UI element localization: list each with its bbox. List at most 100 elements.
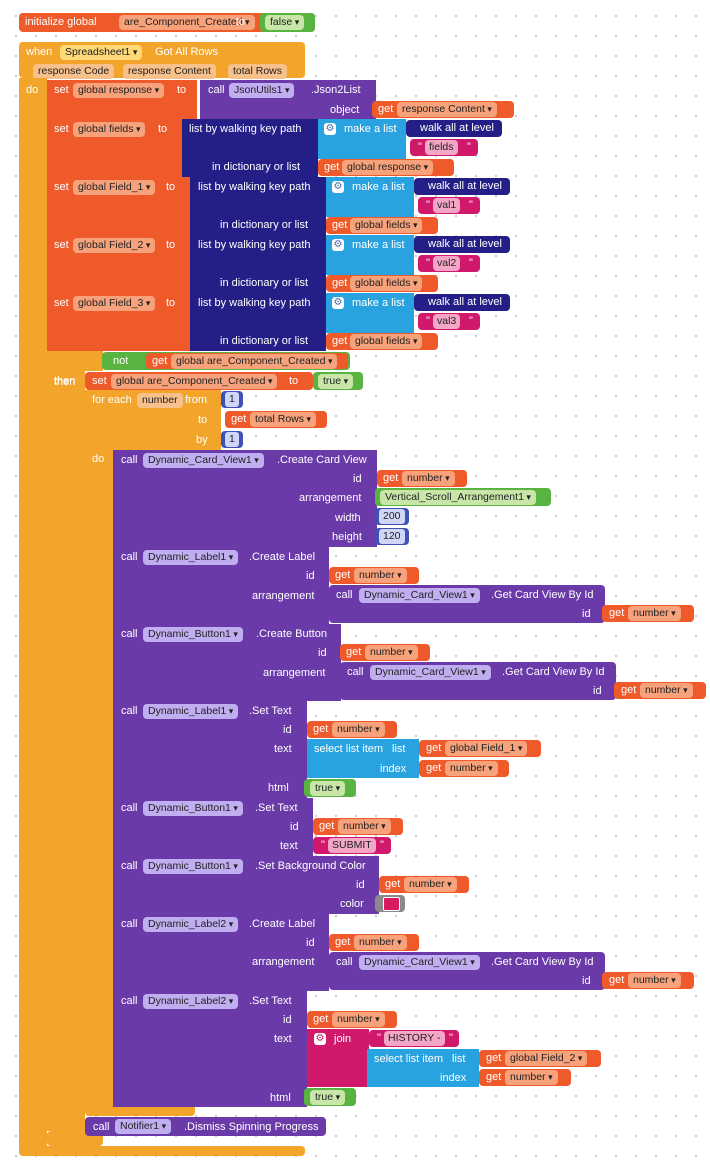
get-card-view-by-id-block[interactable]: call Dynamic_Card_View1 .Get Card View B… xyxy=(329,585,605,623)
label2-component-dropdown[interactable]: Dynamic_Label2 xyxy=(143,994,239,1009)
walk-all-block[interactable]: walk all at level xyxy=(406,120,502,137)
get-number-dropdown[interactable]: number xyxy=(628,606,681,621)
select-list-item-block[interactable]: select list item list index xyxy=(307,739,419,778)
set-field1-block[interactable]: set global Field_1 to xyxy=(47,177,191,235)
get-card-view-by-id-block[interactable]: call Dynamic_Card_View1 .Get Card View B… xyxy=(340,662,616,700)
make-list-field1-block[interactable]: ⚙ make a list xyxy=(326,177,414,217)
get-number-block[interactable]: get number xyxy=(419,760,509,777)
get-total-rows-block[interactable]: get total Rows xyxy=(225,411,327,428)
get-number-dropdown[interactable]: number xyxy=(365,645,418,660)
string-val3-value[interactable]: val3 xyxy=(433,314,461,329)
set-are-component-created-block[interactable]: set global are_Component_Created to xyxy=(85,372,313,390)
create-button1-block[interactable]: call Dynamic_Button1 .Create Button id a… xyxy=(113,624,341,701)
set-are-component-created-dropdown[interactable]: global are_Component_Created xyxy=(111,374,278,389)
get-number-dropdown[interactable]: number xyxy=(338,819,391,834)
get-global-fields-dropdown[interactable]: global fields xyxy=(350,218,423,233)
card-view-component-dropdown[interactable]: Dynamic_Card_View1 xyxy=(370,665,491,680)
get-number-block[interactable]: get number xyxy=(307,1011,397,1028)
for-each-header[interactable]: for each number from to by xyxy=(85,390,221,450)
param-response-code[interactable]: response Code xyxy=(33,64,115,79)
button1-set-bg-block[interactable]: call Dynamic_Button1 .Set Background Col… xyxy=(113,856,379,914)
label2-set-text-block[interactable]: call Dynamic_Label2 .Set Text id text ht… xyxy=(113,991,307,1107)
true-dropdown[interactable]: true xyxy=(318,374,354,389)
get-number-dropdown[interactable]: number xyxy=(354,935,407,950)
true-dropdown[interactable]: true xyxy=(310,781,346,796)
string-submit-block[interactable]: " SUBMIT " xyxy=(313,837,391,854)
get-number-dropdown[interactable]: number xyxy=(402,471,455,486)
walk-key-path-field1-block[interactable]: list by walking key path in dictionary o… xyxy=(190,177,326,235)
jsonutils-component-dropdown[interactable]: JsonUtils1 xyxy=(229,83,295,98)
string-val1-block[interactable]: " val1 " xyxy=(418,197,480,214)
spreadsheet-component-dropdown[interactable]: Spreadsheet1 xyxy=(60,45,143,60)
string-submit-value[interactable]: SUBMIT xyxy=(328,838,376,853)
initialize-global-block[interactable]: initialize global are_Component_Created … xyxy=(19,13,315,32)
walk-key-path-field2-block[interactable]: list by walking key path in dictionary o… xyxy=(190,235,326,293)
arrangement-component-block[interactable]: Vertical_Scroll_Arrangement1 xyxy=(375,488,551,506)
string-fields-block[interactable]: " fields " xyxy=(410,139,478,156)
make-list-fields-block[interactable]: ⚙ make a list xyxy=(318,119,406,159)
walk-all-block[interactable]: walk all at level xyxy=(414,294,510,311)
create-card-view-block[interactable]: call Dynamic_Card_View1 .Create Card Vie… xyxy=(113,450,377,547)
get-number-dropdown[interactable]: number xyxy=(640,683,693,698)
label2-component-dropdown[interactable]: Dynamic_Label2 xyxy=(143,917,239,932)
get-global-field2-block[interactable]: get global Field_2 xyxy=(479,1050,601,1067)
get-response-content-block[interactable]: get response Content xyxy=(372,101,514,118)
mutator-gear-icon[interactable]: ⚙ xyxy=(314,1033,326,1045)
mutator-gear-icon[interactable]: ⚙ xyxy=(332,239,344,251)
arrangement-dropdown[interactable]: Vertical_Scroll_Arrangement1 xyxy=(380,490,536,505)
join-block[interactable]: ⚙ join xyxy=(307,1029,369,1087)
notifier-component-dropdown[interactable]: Notifier1 xyxy=(115,1119,172,1134)
get-global-response-dropdown[interactable]: global response xyxy=(342,160,434,175)
get-number-block[interactable]: get number xyxy=(614,682,706,699)
walk-key-path-field3-block[interactable]: list by walking key path in dictionary o… xyxy=(190,293,326,351)
true-block[interactable]: true xyxy=(304,779,356,797)
string-history-value[interactable]: HISTORY - xyxy=(384,1031,445,1046)
button1-component-dropdown[interactable]: Dynamic_Button1 xyxy=(143,801,243,816)
button1-component-dropdown[interactable]: Dynamic_Button1 xyxy=(143,627,243,642)
get-number-block[interactable]: get number xyxy=(377,470,467,487)
get-number-dropdown[interactable]: number xyxy=(404,877,457,892)
get-number-block[interactable]: get number xyxy=(329,567,419,584)
get-number-dropdown[interactable]: number xyxy=(354,568,407,583)
get-global-fields-dropdown[interactable]: global fields xyxy=(350,334,423,349)
label1-component-dropdown[interactable]: Dynamic_Label1 xyxy=(143,550,239,565)
string-fields-value[interactable]: fields xyxy=(425,140,458,155)
string-val2-block[interactable]: " val2 " xyxy=(418,255,480,272)
from-number-block[interactable]: 1 xyxy=(221,391,243,408)
create-label2-block[interactable]: call Dynamic_Label2 .Create Label id arr… xyxy=(113,914,329,991)
false-block[interactable]: false xyxy=(260,13,315,32)
create-label1-block[interactable]: call Dynamic_Label1 .Create Label id arr… xyxy=(113,547,329,624)
color-block[interactable] xyxy=(375,895,405,912)
get-number-dropdown[interactable]: number xyxy=(332,1012,385,1027)
json2list-call-block[interactable]: call JsonUtils1 .Json2List object xyxy=(200,80,376,119)
set-field3-var-dropdown[interactable]: global Field_3 xyxy=(73,296,156,311)
get-global-field2-dropdown[interactable]: global Field_2 xyxy=(505,1051,588,1066)
card-view-component-dropdown[interactable]: Dynamic_Card_View1 xyxy=(143,453,264,468)
get-number-dropdown[interactable]: number xyxy=(332,722,385,737)
global-var-name-field[interactable]: are_Component_Created xyxy=(119,15,255,30)
walk-key-path-fields-block[interactable]: list by walking key path in dictionary o… xyxy=(182,119,318,177)
get-number-block[interactable]: get number xyxy=(307,721,397,738)
get-number-block[interactable]: get number xyxy=(313,818,403,835)
get-global-fields-dropdown[interactable]: global fields xyxy=(350,276,423,291)
set-fields-var-dropdown[interactable]: global fields xyxy=(73,122,146,137)
get-global-field1-block[interactable]: get global Field_1 xyxy=(419,740,541,757)
not-block[interactable]: not get global are_Component_Created xyxy=(102,352,350,370)
by-value[interactable]: 1 xyxy=(225,432,239,447)
width-value[interactable]: 200 xyxy=(379,509,405,524)
param-total-rows[interactable]: total Rows xyxy=(228,64,288,79)
set-field3-block[interactable]: set global Field_3 to xyxy=(47,293,191,351)
dismiss-spinning-progress-block[interactable]: call Notifier1 .Dismiss Spinning Progres… xyxy=(85,1117,326,1136)
get-global-fields-block[interactable]: get global fields xyxy=(326,275,438,292)
set-response-block[interactable]: set global response to xyxy=(47,80,197,119)
mutator-gear-icon[interactable]: ⚙ xyxy=(332,297,344,309)
string-history-block[interactable]: " HISTORY - " xyxy=(369,1030,459,1047)
by-number-block[interactable]: 1 xyxy=(221,431,243,448)
get-global-response-block[interactable]: get global response xyxy=(318,159,454,176)
color-swatch[interactable] xyxy=(383,897,400,911)
button1-component-dropdown[interactable]: Dynamic_Button1 xyxy=(143,859,243,874)
true-block[interactable]: true xyxy=(304,1088,356,1106)
from-value[interactable]: 1 xyxy=(225,392,239,407)
get-global-fields-block[interactable]: get global fields xyxy=(326,333,438,350)
get-number-dropdown[interactable]: number xyxy=(445,761,498,776)
